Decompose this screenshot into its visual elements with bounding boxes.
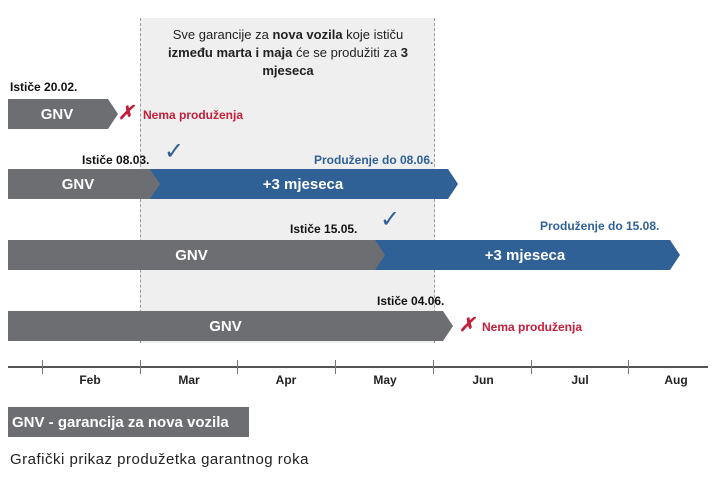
- row2-extension-label: +3 mjeseca: [262, 175, 344, 193]
- row3-extension-bar: +3 mjeseca: [370, 240, 680, 270]
- row1-gnv-bar: GNV: [8, 99, 118, 129]
- legend-gnv: GNV - garancija za nova vozila: [8, 407, 249, 437]
- row2-check-icon: ✓: [164, 138, 185, 165]
- axis-tick: [140, 360, 141, 374]
- row3-gnv-label: GNV: [175, 246, 208, 264]
- axis-tick: [237, 360, 238, 374]
- axis-tick: [531, 360, 532, 374]
- extension-rule-note: Sve garancije za nova vozila koje ističu…: [168, 27, 408, 78]
- figure-caption: Grafički prikaz produžetka garantnog rok…: [10, 451, 309, 468]
- row1-no-extension-label: Nema produženja: [143, 108, 244, 122]
- month-label-jun: Jun: [472, 373, 494, 387]
- row3-gnv-bar: GNV: [8, 240, 385, 270]
- month-label-aug: Aug: [664, 373, 688, 387]
- month-label-feb: Feb: [79, 373, 101, 387]
- row3-extension-label: +3 mjeseca: [484, 246, 566, 264]
- row4-x-icon: ✗: [459, 315, 475, 336]
- month-label-mar: Mar: [178, 373, 200, 387]
- month-label-jul: Jul: [571, 373, 589, 387]
- row3-expiry-label: Ističe 15.05.: [290, 222, 358, 236]
- row4-expiry-label: Ističe 04.06.: [377, 294, 445, 308]
- row1-x-icon: ✗: [118, 103, 134, 124]
- row1-gnv-label: GNV: [40, 105, 74, 123]
- row4-gnv-label: GNV: [209, 317, 242, 335]
- month-label-may: May: [373, 373, 397, 387]
- row3-check-icon: ✓: [380, 206, 401, 233]
- axis-tick: [42, 360, 43, 374]
- row4-gnv-bar: GNV: [8, 311, 453, 341]
- row2-extension-note: Produženje do 08.06.: [314, 153, 434, 167]
- row2-expiry-label: Ističe 08.03.: [82, 153, 150, 167]
- row2-gnv-label: GNV: [61, 175, 95, 193]
- row4-no-extension-label: Nema produženja: [482, 320, 583, 334]
- month-label-apr: Apr: [275, 373, 297, 387]
- row2-gnv-bar: GNV: [8, 169, 160, 199]
- axis-tick: [433, 360, 434, 374]
- row2-extension-bar: +3 mjeseca: [148, 169, 458, 199]
- row1-expiry-label: Ističe 20.02.: [10, 80, 78, 94]
- time-axis: [8, 366, 708, 368]
- axis-tick: [628, 360, 629, 374]
- axis-tick: [335, 360, 336, 374]
- row3-extension-note: Produženje do 15.08.: [540, 219, 660, 233]
